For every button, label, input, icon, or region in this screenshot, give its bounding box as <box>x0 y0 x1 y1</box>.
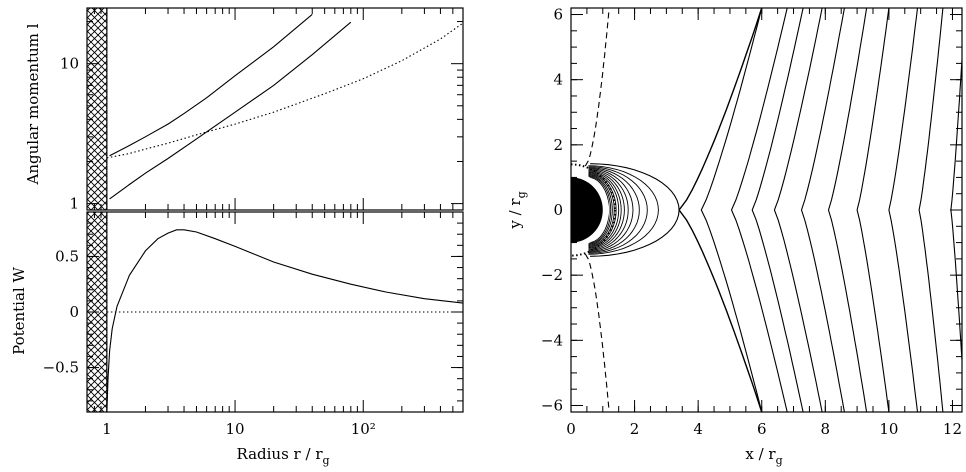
panel3-xlabel-main: x / r <box>745 445 776 463</box>
streamline-7 <box>856 8 890 412</box>
panel3-xlabel-sub: g <box>776 454 783 467</box>
panel2-ytick-label: 0 <box>69 303 79 321</box>
panel2-series-1-line <box>106 229 463 412</box>
inner-loop-12 <box>588 166 648 254</box>
panel2-frame <box>86 211 464 413</box>
inner-loop-10 <box>588 168 634 252</box>
panel3-xtick-label: 2 <box>630 420 640 438</box>
panel1-ticks: 1 10 <box>60 8 463 213</box>
panel3-ylabel: y / rg <box>506 191 528 229</box>
panel2-xlabel-sub: g <box>323 454 330 467</box>
panel3-frame <box>570 7 963 413</box>
panel3-ytick-label: 0 <box>553 201 563 219</box>
panel1-frame <box>86 7 464 211</box>
panel3-ticks: 0 2 4 6 8 10 12 −6 −4 −2 0 2 4 6 <box>541 6 962 438</box>
panel3-ytick-label: 6 <box>553 6 563 24</box>
panel2-ytick-label: 0.5 <box>55 247 79 265</box>
panel1-series-3-line <box>106 22 464 159</box>
inner-loop-7 <box>588 171 622 249</box>
inner-loop-4 <box>588 174 615 246</box>
panel2-ylabel: Potential W <box>10 267 28 355</box>
panel2-ticks: 1 10 10² −0.5 0 0.5 <box>43 211 463 438</box>
separatrix-outer <box>678 8 763 412</box>
inner-loop-9 <box>588 169 629 251</box>
panel3-xtick-label: 6 <box>757 420 767 438</box>
panel3-ytick-label: −2 <box>541 266 563 284</box>
panel3-ylabel-sub: g <box>515 191 528 198</box>
panel1-ylabel: Angular momentum l <box>24 23 42 185</box>
panel3-ylabel-main: y / r <box>506 198 524 230</box>
streamline-2 <box>730 8 788 412</box>
panel-angular-momentum: 1 10 Angular momentum l <box>24 7 464 213</box>
panel3-xlabel: x / rg <box>745 445 782 467</box>
panel1-series <box>106 13 464 200</box>
panel3-xtick-label: 4 <box>693 420 703 438</box>
panel3-ytick-label: 4 <box>553 71 563 89</box>
panel3-series <box>571 8 962 412</box>
panel1-ytick-label: 10 <box>60 55 79 73</box>
panel3-xtick-label: 0 <box>566 420 576 438</box>
inner-loop-3 <box>588 175 613 245</box>
panel3-xtick-label: 10 <box>879 420 898 438</box>
panel2-xlabel: Radius r / rg <box>236 445 329 467</box>
panel2-xlabel-main: Radius r / r <box>236 445 323 463</box>
separatrix-inner <box>590 163 680 257</box>
panel3-xtick-label: 8 <box>821 420 831 438</box>
panel1-series-2-line <box>109 21 352 200</box>
streamline-6 <box>827 8 868 412</box>
panel3-ytick-label: −6 <box>541 396 563 414</box>
panel3-ytick-label: −4 <box>541 331 563 349</box>
panel2-xtick-label: 10 <box>226 420 245 438</box>
panel2-series <box>106 229 463 412</box>
dashed-curve-top <box>584 8 610 167</box>
panel3-xtick-label: 12 <box>943 420 962 438</box>
panel3-ytick-label: 2 <box>553 136 563 154</box>
panel1-series-1-line <box>109 13 313 157</box>
streamline-3 <box>751 8 804 412</box>
panel1-ytick-label: 1 <box>69 195 79 213</box>
streamline-1 <box>700 8 763 412</box>
inner-loop-13 <box>588 165 659 255</box>
panel1-excluded-region <box>87 8 107 210</box>
streamline-8 <box>888 8 919 412</box>
streamline-4 <box>773 8 823 412</box>
panel2-xtick-label: 1 <box>102 420 112 438</box>
inner-loop-5 <box>588 173 617 247</box>
dashed-curve-bottom <box>584 253 610 412</box>
panel2-ytick-label: −0.5 <box>43 359 79 377</box>
inner-loop-11 <box>588 167 640 253</box>
inner-loop-6 <box>588 172 620 248</box>
inner-loop-2 <box>588 175 612 245</box>
inner-loop-8 <box>588 170 625 250</box>
streamline-5 <box>800 8 845 412</box>
black-hole <box>571 177 603 243</box>
panel2-xtick-label: 10² <box>351 420 376 438</box>
panel-potential: 1 10 10² −0.5 0 0.5 Potential W Radius r / rg <box>10 211 464 467</box>
streamline-9 <box>918 8 944 412</box>
dotted-circle <box>571 163 617 257</box>
